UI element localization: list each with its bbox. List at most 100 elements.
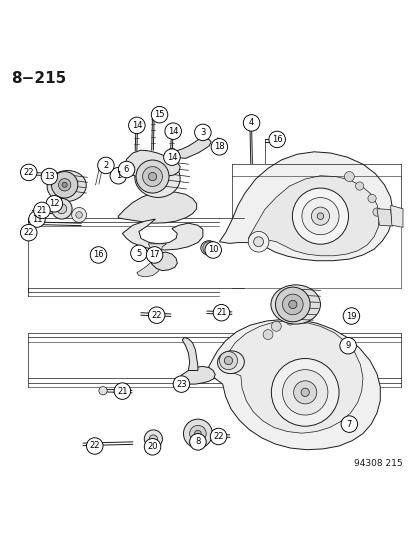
- Circle shape: [339, 337, 356, 354]
- Circle shape: [282, 294, 302, 315]
- Circle shape: [271, 359, 338, 426]
- Circle shape: [285, 317, 294, 325]
- Circle shape: [41, 168, 57, 185]
- Circle shape: [33, 202, 50, 219]
- Circle shape: [340, 416, 357, 432]
- Circle shape: [21, 164, 37, 181]
- Circle shape: [57, 204, 66, 214]
- Circle shape: [344, 172, 354, 182]
- Text: 21: 21: [117, 386, 127, 395]
- Polygon shape: [219, 152, 392, 261]
- Text: 14: 14: [168, 127, 178, 136]
- Circle shape: [189, 425, 206, 442]
- Circle shape: [144, 439, 160, 455]
- Text: 22: 22: [24, 228, 34, 237]
- Circle shape: [142, 167, 162, 187]
- Circle shape: [248, 231, 268, 252]
- Polygon shape: [206, 319, 380, 450]
- Circle shape: [62, 182, 67, 187]
- Circle shape: [51, 198, 72, 219]
- Text: 18: 18: [214, 142, 224, 151]
- Circle shape: [76, 212, 82, 218]
- Polygon shape: [122, 219, 202, 250]
- Circle shape: [202, 242, 215, 254]
- Circle shape: [148, 307, 164, 324]
- Text: 5: 5: [136, 249, 141, 258]
- Circle shape: [367, 195, 375, 203]
- Text: 14: 14: [166, 152, 177, 161]
- Text: 14: 14: [131, 121, 142, 130]
- Circle shape: [372, 208, 380, 216]
- Circle shape: [301, 198, 338, 235]
- Text: 6: 6: [123, 165, 129, 174]
- Polygon shape: [124, 150, 180, 178]
- Polygon shape: [173, 139, 211, 158]
- Ellipse shape: [270, 285, 320, 324]
- Text: 8−215: 8−215: [11, 70, 66, 85]
- Circle shape: [263, 329, 272, 340]
- Circle shape: [164, 123, 181, 140]
- Text: 10: 10: [207, 246, 218, 254]
- Text: 3: 3: [200, 128, 205, 137]
- Circle shape: [316, 213, 323, 220]
- Circle shape: [189, 434, 206, 450]
- Circle shape: [253, 237, 263, 247]
- Circle shape: [300, 315, 309, 324]
- Polygon shape: [376, 209, 392, 226]
- Circle shape: [21, 224, 37, 241]
- Polygon shape: [219, 321, 362, 433]
- Circle shape: [219, 351, 237, 370]
- Text: 8: 8: [195, 438, 200, 446]
- Polygon shape: [390, 205, 402, 227]
- Text: 21: 21: [37, 206, 47, 215]
- Polygon shape: [118, 191, 196, 223]
- Text: 13: 13: [44, 172, 55, 181]
- Circle shape: [282, 370, 327, 415]
- Circle shape: [28, 211, 45, 227]
- Text: 22: 22: [213, 432, 223, 441]
- Text: 15: 15: [154, 110, 164, 119]
- Ellipse shape: [200, 241, 217, 255]
- Circle shape: [110, 167, 126, 184]
- Circle shape: [204, 242, 221, 259]
- Circle shape: [183, 419, 212, 448]
- Circle shape: [99, 386, 107, 395]
- Polygon shape: [177, 366, 215, 384]
- Circle shape: [131, 245, 147, 262]
- Circle shape: [224, 357, 232, 365]
- Circle shape: [149, 435, 157, 443]
- Text: 7: 7: [346, 419, 351, 429]
- Text: 22: 22: [151, 311, 161, 320]
- Circle shape: [90, 247, 107, 263]
- Text: 1: 1: [115, 171, 121, 180]
- Circle shape: [210, 428, 226, 445]
- Text: 23: 23: [176, 379, 186, 389]
- Text: 94308 215: 94308 215: [354, 459, 402, 468]
- Ellipse shape: [217, 351, 244, 374]
- Circle shape: [275, 287, 309, 322]
- Text: 16: 16: [271, 135, 282, 144]
- Text: 21: 21: [216, 308, 226, 317]
- Circle shape: [355, 182, 363, 190]
- Polygon shape: [151, 252, 177, 271]
- Text: 22: 22: [89, 441, 100, 450]
- Circle shape: [194, 124, 211, 141]
- Text: 4: 4: [248, 118, 254, 127]
- Circle shape: [71, 207, 86, 222]
- Circle shape: [292, 188, 348, 244]
- Text: 11: 11: [32, 215, 42, 223]
- Ellipse shape: [135, 158, 180, 197]
- Text: 20: 20: [147, 442, 157, 451]
- Circle shape: [173, 376, 189, 392]
- Circle shape: [86, 438, 103, 454]
- Text: 19: 19: [345, 311, 356, 320]
- Circle shape: [243, 115, 259, 131]
- Circle shape: [97, 157, 114, 174]
- Text: 2: 2: [103, 161, 108, 170]
- Circle shape: [58, 179, 71, 191]
- Polygon shape: [248, 176, 379, 256]
- Circle shape: [118, 161, 135, 178]
- Text: 17: 17: [149, 251, 159, 260]
- Circle shape: [194, 430, 201, 437]
- Ellipse shape: [47, 171, 86, 201]
